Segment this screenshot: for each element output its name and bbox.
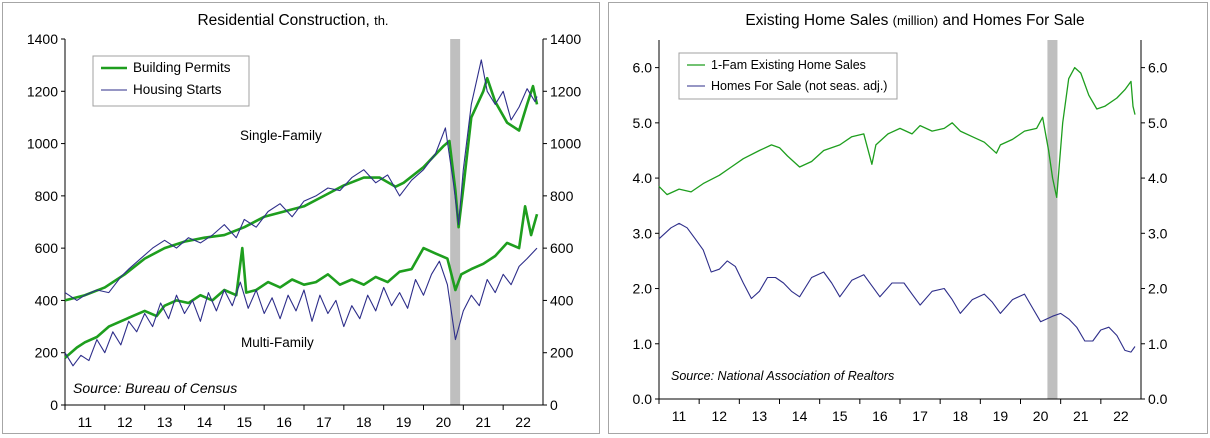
- legend-label: 1-Fam Existing Home Sales: [711, 58, 866, 72]
- y-tick-label-right: 200: [550, 345, 574, 361]
- x-tick-label: 13: [157, 414, 173, 430]
- y-tick-label-left: 200: [35, 345, 59, 361]
- y-tick-label-left: 1000: [27, 136, 58, 152]
- x-tick-label: 22: [1113, 408, 1129, 424]
- y-tick-label-right: 6.0: [1148, 60, 1168, 76]
- recession-band: [1047, 40, 1058, 399]
- x-tick-label: 12: [711, 408, 727, 424]
- chart-title: Existing Home Sales (million) and Homes …: [745, 12, 1084, 29]
- x-tick-label: 13: [752, 408, 768, 424]
- y-tick-label-left: 3.0: [633, 225, 653, 241]
- x-tick-label: 15: [832, 408, 848, 424]
- source-note: Source: Bureau of Census: [73, 380, 237, 396]
- series-line-single-family-housing-starts: [64, 59, 538, 301]
- series-line-multi-family-building-permits: [64, 205, 539, 359]
- y-tick-label-left: 1.0: [633, 336, 653, 352]
- x-tick-label: 18: [356, 414, 372, 430]
- annotation-single-family: Single-Family: [240, 128, 322, 143]
- y-tick-label-right: 5.0: [1148, 115, 1168, 131]
- y-tick-label-left: 4.0: [633, 170, 653, 186]
- chart-existing-home-sales: Existing Home Sales (million) and Homes …: [633, 12, 1168, 424]
- x-tick-label: 14: [792, 408, 808, 424]
- chart-title: Residential Construction, th.: [197, 12, 388, 29]
- annotation-multi-family: Multi-Family: [241, 335, 314, 350]
- x-tick-label: 11: [672, 408, 687, 424]
- series-line-1-fam-existing-home-sales: [658, 66, 1136, 199]
- y-tick-label-right: 800: [550, 188, 574, 204]
- y-tick-label-right: 1.0: [1148, 336, 1168, 352]
- y-tick-label-right: 1200: [550, 83, 581, 99]
- chart-residential-construction: Residential Construction, th. 0 0 200 200 40…: [27, 12, 582, 430]
- legend-box: [678, 52, 898, 100]
- y-tick-label-left: 1200: [27, 83, 58, 99]
- x-tick-label: 21: [1073, 408, 1089, 424]
- y-tick-label-right: 4.0: [1148, 170, 1168, 186]
- y-tick-label-left: 5.0: [633, 115, 653, 131]
- x-tick-label: 19: [993, 408, 1009, 424]
- series-line-multi-family-housing-starts: [64, 247, 538, 367]
- y-tick-label-left: 600: [35, 240, 59, 256]
- y-tick-label-left: 0.0: [633, 391, 653, 407]
- y-tick-label-right: 0: [550, 397, 558, 413]
- x-tick-label: 22: [515, 414, 531, 430]
- y-tick-label-right: 1400: [550, 31, 581, 47]
- chart-panel-residential-construction: Residential Construction, th. 0 0 200 200 40…: [2, 2, 600, 434]
- y-tick-label-left: 400: [35, 292, 59, 308]
- legend-label: Housing Starts: [133, 82, 222, 97]
- x-tick-label: 21: [475, 414, 491, 430]
- series-line-homes-for-sale-not-seas-adj-: [658, 222, 1136, 353]
- source-note: Source: National Association of Realtors: [671, 369, 894, 383]
- chart-panel-existing-home-sales: Existing Home Sales (million) and Homes …: [608, 2, 1208, 434]
- y-tick-label-right: 2.0: [1148, 281, 1168, 297]
- series-line-single-family-building-permits: [64, 76, 539, 302]
- y-tick-label-left: 0: [50, 397, 58, 413]
- x-tick-label: 20: [1033, 408, 1049, 424]
- legend-label: Building Permits: [133, 60, 231, 75]
- y-tick-label-left: 2.0: [633, 281, 653, 297]
- x-tick-label: 11: [78, 414, 93, 430]
- x-tick-label: 18: [952, 408, 968, 424]
- recession-band: [450, 39, 461, 405]
- y-tick-label-left: 800: [35, 188, 59, 204]
- y-tick-label-right: 400: [550, 292, 574, 308]
- x-tick-label: 19: [396, 414, 412, 430]
- x-tick-label: 20: [436, 414, 452, 430]
- x-tick-label: 17: [912, 408, 928, 424]
- legend-box: [92, 55, 250, 107]
- x-tick-label: 12: [117, 414, 133, 430]
- y-tick-label-left: 1400: [27, 31, 58, 47]
- y-tick-label-left: 6.0: [633, 60, 653, 76]
- y-tick-label-right: 0.0: [1148, 391, 1168, 407]
- y-tick-label-right: 3.0: [1148, 225, 1168, 241]
- y-tick-label-right: 1000: [550, 136, 581, 152]
- x-tick-label: 16: [872, 408, 888, 424]
- x-tick-label: 14: [197, 414, 213, 430]
- x-tick-label: 16: [276, 414, 292, 430]
- x-tick-label: 15: [236, 414, 252, 430]
- x-tick-label: 17: [316, 414, 332, 430]
- y-tick-label-right: 600: [550, 240, 574, 256]
- legend-label: Homes For Sale (not seas. adj.): [711, 79, 887, 93]
